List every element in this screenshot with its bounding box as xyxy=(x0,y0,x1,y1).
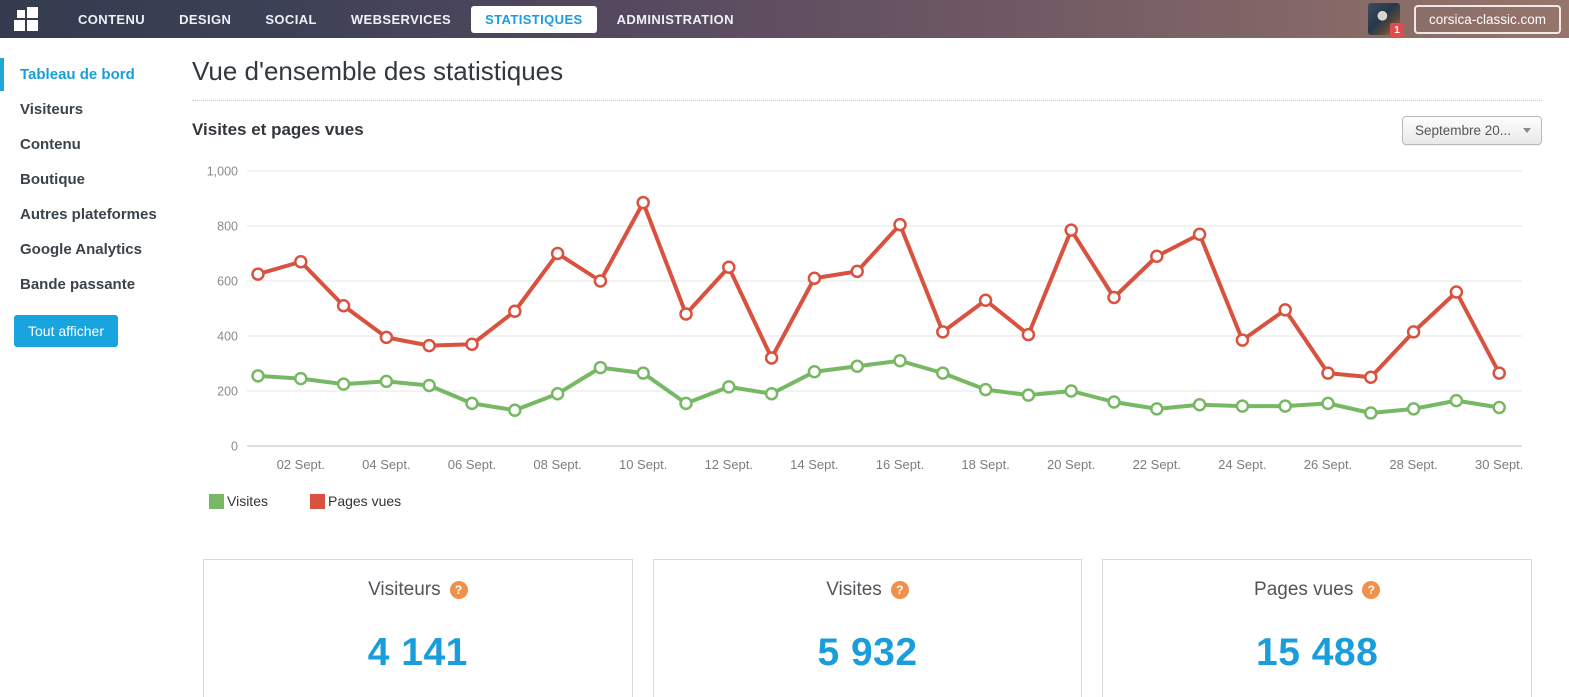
stat-cards: Visiteurs? 4 141 Visites? 5 932 Pages vues? 1… xyxy=(203,559,1533,697)
svg-text:20 Sept.: 20 Sept. xyxy=(1047,457,1095,472)
legend-swatch xyxy=(309,493,325,509)
nav-item-administration[interactable]: ADMINISTRATION xyxy=(616,11,734,27)
svg-text:600: 600 xyxy=(217,275,238,289)
svg-text:14 Sept.: 14 Sept. xyxy=(790,457,838,472)
sidebar-item-google-analytics[interactable]: Google Analytics xyxy=(20,241,142,258)
svg-text:800: 800 xyxy=(217,220,238,234)
sidebar-item-bande-passante[interactable]: Bande passante xyxy=(20,276,136,293)
svg-text:30 Sept.: 30 Sept. xyxy=(1475,457,1523,472)
nav-item-contenu[interactable]: CONTENU xyxy=(78,11,146,27)
legend-swatch xyxy=(209,493,224,509)
page-title: Vue d'ensemble des statistiques xyxy=(192,56,1542,101)
svg-text:06 Sept.: 06 Sept. xyxy=(448,457,496,472)
card-value: 5 932 xyxy=(817,631,918,674)
grid-icon[interactable] xyxy=(14,7,38,31)
sidebar-item-tableau-de-bord[interactable]: Tableau de bord xyxy=(0,58,192,91)
svg-text:10 Sept.: 10 Sept. xyxy=(619,457,667,472)
notification-badge: 1 xyxy=(1389,23,1404,37)
card-value: 15 488 xyxy=(1256,631,1379,674)
visits-pageviews-chart: 0 200 400 600 800 1,000 02 Sept. 04 Sept. 06 Sep… xyxy=(192,153,1542,510)
help-icon[interactable]: ? xyxy=(449,581,468,599)
chart-canvas: 0 200 400 600 800 1,000 02 Sept. 04 Sept. 06 Sep… xyxy=(207,165,1524,473)
section-title: Visites et pages vues xyxy=(192,120,364,139)
svg-text:12 Sept.: 12 Sept. xyxy=(705,457,753,472)
help-icon[interactable]: ? xyxy=(1362,581,1381,599)
card-value: 4 141 xyxy=(367,631,468,674)
show-all-button[interactable]: Tout afficher xyxy=(14,315,119,347)
period-dropdown-label: Septembre 20... xyxy=(1414,122,1511,138)
caret-down-icon xyxy=(1523,127,1531,133)
svg-text:0: 0 xyxy=(231,440,238,454)
svg-text:02 Sept.: 02 Sept. xyxy=(277,457,325,472)
legend-label: Pages vues xyxy=(327,493,402,509)
nav-items: CONTENU DESIGN SOCIAL WEBSERVICES STATISTIQU… xyxy=(64,0,754,38)
nav-item-statistiques[interactable]: STATISTIQUES xyxy=(471,5,597,33)
svg-text:26 Sept.: 26 Sept. xyxy=(1304,457,1352,472)
svg-text:22 Sept.: 22 Sept. xyxy=(1133,457,1181,472)
nav-item-social[interactable]: SOCIAL xyxy=(265,11,317,27)
card-title: Visiteurs xyxy=(368,579,441,600)
svg-text:04 Sept.: 04 Sept. xyxy=(362,457,410,472)
card-title: Visites xyxy=(826,579,882,600)
card-title: Pages vues xyxy=(1254,579,1354,600)
sidebar-item-contenu[interactable]: Contenu xyxy=(20,136,81,153)
svg-text:28 Sept.: 28 Sept. xyxy=(1389,457,1437,472)
avatar[interactable]: 1 xyxy=(1367,3,1404,37)
stat-card-pages-vues: Pages vues? 15 488 xyxy=(1102,559,1533,697)
svg-text:400: 400 xyxy=(217,330,238,344)
help-icon[interactable]: ? xyxy=(890,581,909,599)
nav-right: 1 corsica-classic.com xyxy=(1367,0,1561,38)
sidebar-item-visiteurs[interactable]: Visiteurs xyxy=(20,101,84,118)
top-navigation: CONTENU DESIGN SOCIAL WEBSERVICES STATISTIQU… xyxy=(0,0,1569,38)
svg-text:24 Sept.: 24 Sept. xyxy=(1218,457,1266,472)
body-row: Tableau de bord Visiteurs Contenu Boutique A… xyxy=(0,38,1569,697)
nav-item-webservices[interactable]: WEBSERVICES xyxy=(350,11,452,27)
svg-text:16 Sept.: 16 Sept. xyxy=(876,457,924,472)
domain-button[interactable]: corsica-classic.com xyxy=(1413,4,1561,34)
chart-legend: Visites Pages vues xyxy=(209,493,1542,509)
svg-text:08 Sept.: 08 Sept. xyxy=(533,457,581,472)
legend-item-pages-vues[interactable]: Pages vues xyxy=(309,493,402,509)
sidebar-item-boutique[interactable]: Boutique xyxy=(20,171,85,188)
svg-text:18 Sept.: 18 Sept. xyxy=(961,457,1009,472)
nav-item-design[interactable]: DESIGN xyxy=(179,11,232,27)
stat-card-visiteurs: Visiteurs? 4 141 xyxy=(203,559,633,697)
svg-text:1,000: 1,000 xyxy=(207,165,238,179)
period-dropdown[interactable]: Septembre 20... xyxy=(1401,115,1542,145)
section-head: Visites et pages vues Septembre 20... xyxy=(192,115,1542,145)
sidebar-menu: Tableau de bord Visiteurs Contenu Boutique A… xyxy=(0,58,192,301)
legend-item-visites[interactable]: Visites xyxy=(209,493,268,509)
sidebar: Tableau de bord Visiteurs Contenu Boutique A… xyxy=(0,38,192,697)
stat-card-visites: Visites? 5 932 xyxy=(652,559,1083,697)
svg-text:200: 200 xyxy=(217,385,238,399)
legend-label: Visites xyxy=(227,493,268,509)
main-content: Vue d'ensemble des statistiques Visites … xyxy=(192,38,1569,697)
sidebar-item-autres-plateformes[interactable]: Autres plateformes xyxy=(20,206,157,223)
